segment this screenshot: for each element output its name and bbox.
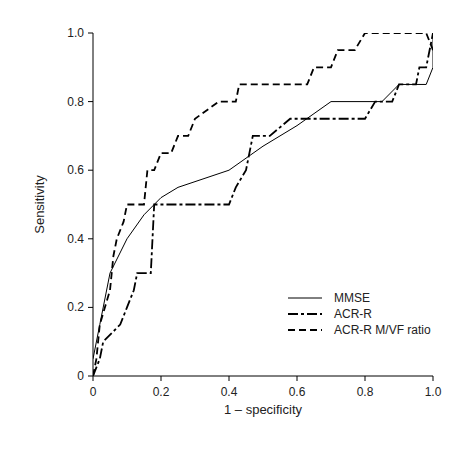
chart: 0 0.2 0.4 0.6 0.8 1.0 0 0.2 0.4 0.6 0.8 1.0 1 – spec… [0, 0, 474, 453]
y-tick [88, 101, 93, 102]
x-tick-label: 1.0 [425, 385, 442, 399]
y-tick [88, 376, 93, 377]
y-tick-label: 0.8 [67, 95, 84, 109]
y-tick-label: 1.0 [67, 26, 84, 40]
legend-swatch [288, 298, 322, 299]
y-axis-label: Sensitivity [32, 175, 47, 234]
y-tick [88, 170, 93, 171]
x-tick [229, 376, 230, 381]
y-tick [88, 33, 93, 34]
x-tick [433, 376, 434, 381]
lines [93, 33, 433, 376]
legend-swatch [288, 313, 322, 315]
x-axis-label: 1 – specificity [224, 402, 303, 417]
legend-label: ACR-R M/VF ratio [334, 323, 431, 337]
x-tick-label: 0 [90, 385, 97, 399]
x-tick [297, 376, 298, 381]
y-tick-label: 0.2 [67, 300, 84, 314]
y-tick [88, 238, 93, 239]
legend-label: ACR-R [334, 307, 372, 321]
y-tick-label: 0.4 [67, 232, 84, 246]
legend-label: MMSE [334, 291, 370, 305]
y-tick [88, 307, 93, 308]
y-tick-label: 0.6 [67, 163, 84, 177]
x-tick-label: 0.8 [357, 385, 374, 399]
y-axis [93, 33, 94, 376]
roc-line [93, 33, 433, 376]
legend: MMSE ACR-R ACR-R M/VF ratio [288, 291, 431, 337]
roc-line [93, 33, 433, 376]
legend-swatch [288, 329, 322, 331]
x-tick-label: 0.4 [221, 385, 238, 399]
x-tick [93, 376, 94, 381]
x-tick [161, 376, 162, 381]
x-tick-label: 0.6 [289, 385, 306, 399]
x-axis [93, 376, 433, 377]
x-tick [365, 376, 366, 381]
x-tick-label: 0.2 [153, 385, 170, 399]
y-tick-label: 0 [77, 369, 84, 383]
